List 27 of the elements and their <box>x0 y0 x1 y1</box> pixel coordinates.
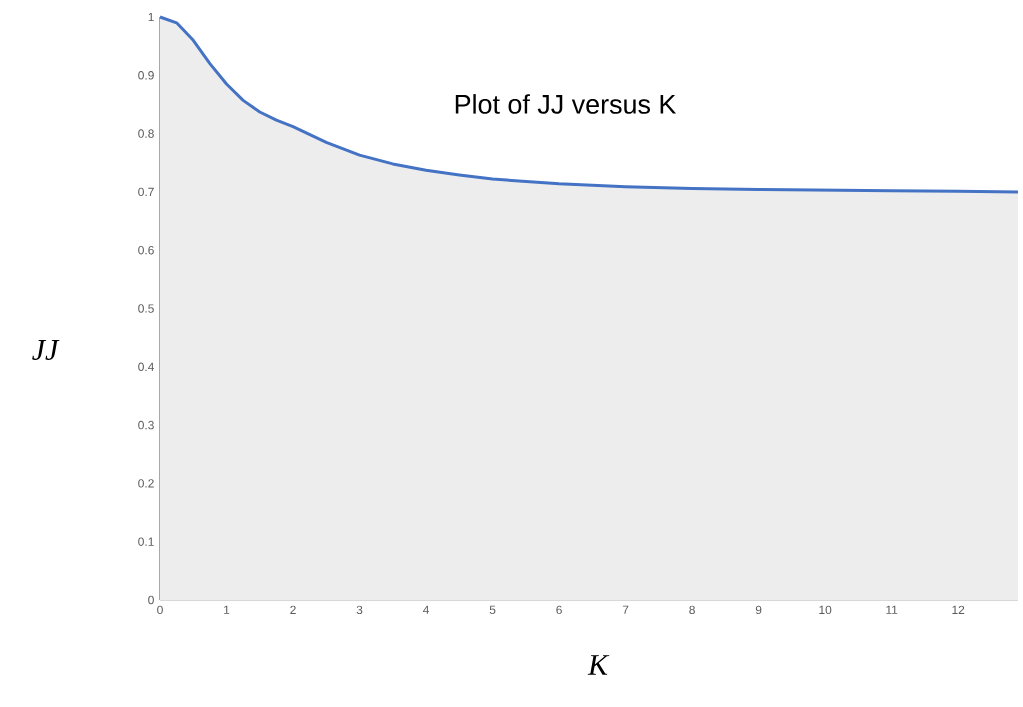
x-tick-label: 4 <box>423 605 430 614</box>
x-tick-label: 5 <box>489 605 496 614</box>
y-axis-title: JJ <box>32 340 60 360</box>
y-tick-label: 0.8 <box>138 129 154 138</box>
y-tick-label: 0.5 <box>138 304 154 313</box>
x-tick-label: 7 <box>622 605 629 614</box>
x-tick-label: 10 <box>819 605 832 615</box>
y-tick-label: 0.4 <box>138 362 155 372</box>
y-tick-label: 0.7 <box>138 187 154 197</box>
y-tick-label: 0 <box>148 595 154 605</box>
x-axis-title: K <box>587 655 610 675</box>
y-tick-label: 1 <box>148 12 154 22</box>
text: Plot of JJ versus K <box>455 94 677 114</box>
y-tick-label: 0.6 <box>138 245 154 255</box>
x-tick-label: 11 <box>886 605 898 614</box>
x-tick-label: 0 <box>157 605 163 615</box>
x-tick-label: 1 <box>224 605 230 614</box>
x-tick-label: 12 <box>952 605 965 614</box>
x-tick-label: 8 <box>689 605 695 615</box>
x-tick-label: 3 <box>356 605 363 615</box>
x-tick-label: 9 <box>755 605 762 615</box>
y-tick-label: 0.3 <box>138 420 154 430</box>
y-tick-label: 0.9 <box>138 71 154 80</box>
y-tick-label: 0.1 <box>138 537 154 546</box>
x-tick-label: 2 <box>290 605 296 614</box>
x-tick-label: 6 <box>556 605 562 615</box>
y-tick-label: 0.2 <box>138 479 154 488</box>
